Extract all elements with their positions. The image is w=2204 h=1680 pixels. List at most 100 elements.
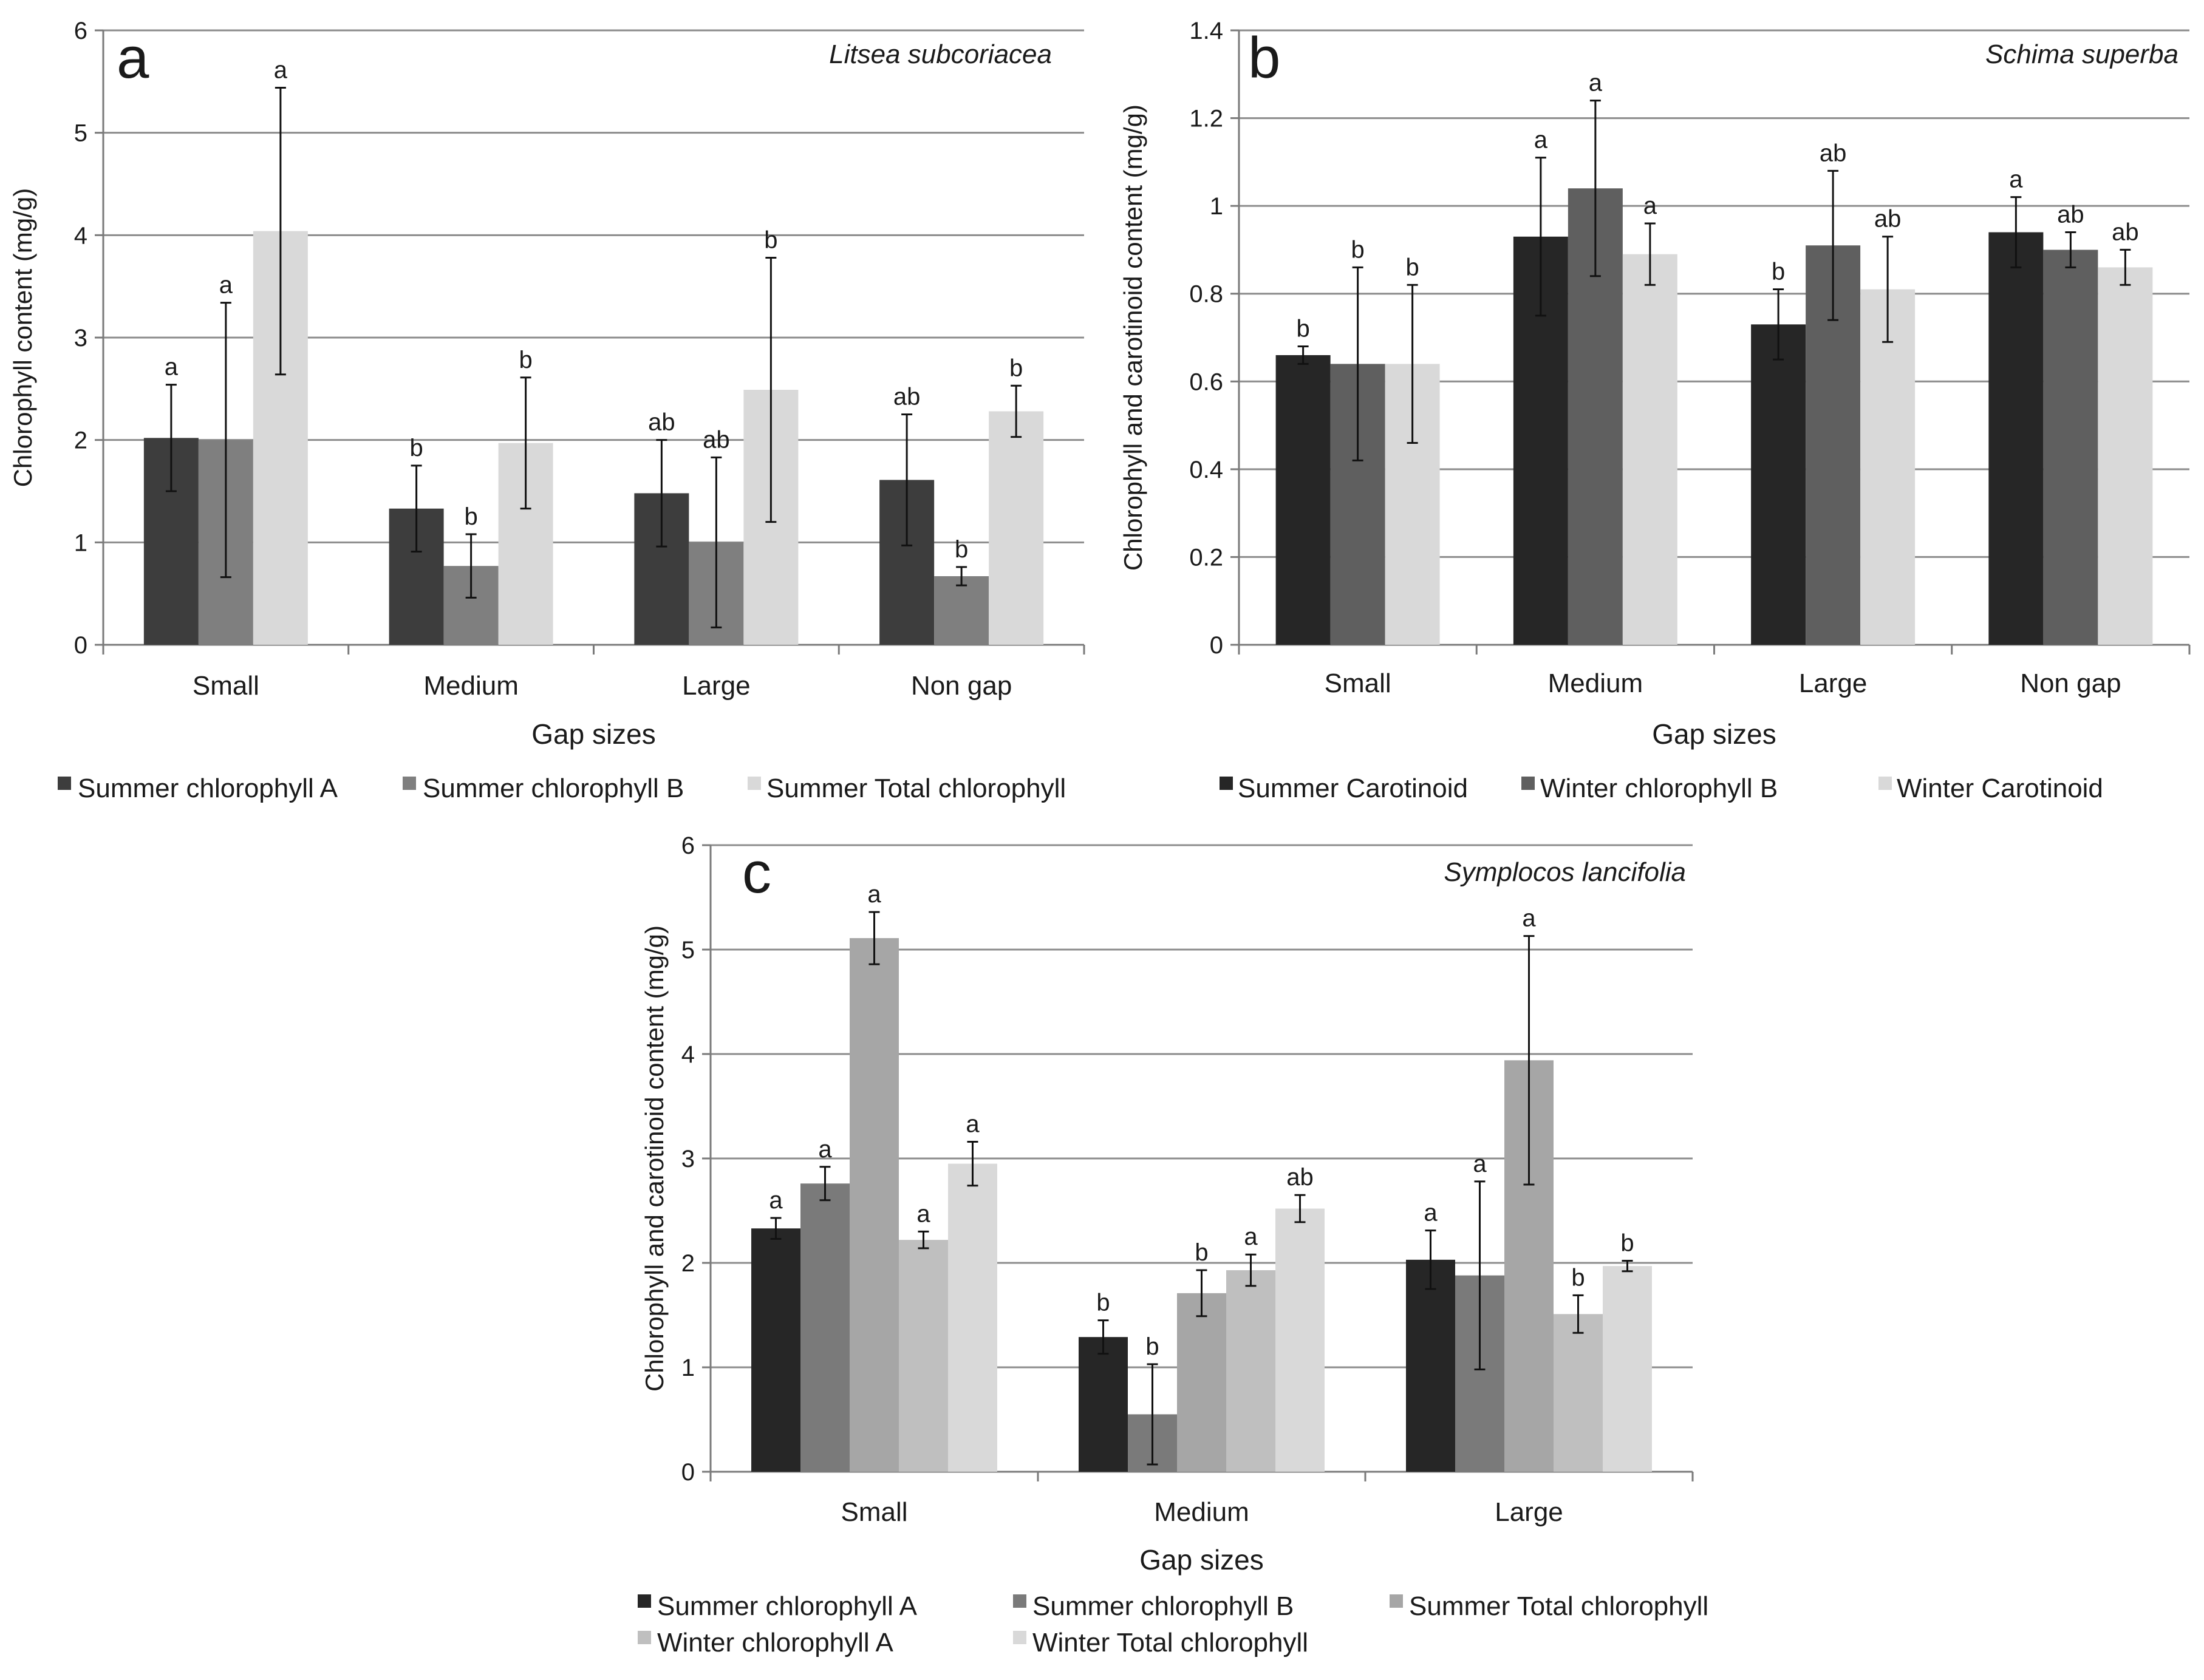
significance-letter: b (1009, 355, 1023, 381)
significance-letter: b (465, 503, 478, 530)
legend-label: Winter Carotinoid (1897, 774, 2103, 803)
y-tick-label: 0 (1210, 632, 1223, 659)
legend-label: Summer chlorophyll B (1032, 1591, 1294, 1621)
significance-letter: ab (893, 384, 921, 410)
legend-swatch (1878, 777, 1892, 790)
x-category-label: Small (1325, 668, 1391, 698)
bar (989, 411, 1044, 645)
significance-letter: ab (648, 409, 675, 436)
y-axis-title: Chlorophyll and carotinoid content (mg/g… (640, 925, 669, 1392)
significance-letter: b (764, 226, 777, 253)
significance-letter: b (1351, 236, 1365, 263)
x-category-label: Small (841, 1497, 907, 1527)
y-tick-label: 5 (681, 937, 695, 964)
legend: Summer chlorophyll A Summer chlorophyll B… (638, 1591, 1708, 1658)
significance-letter: a (916, 1200, 930, 1227)
significance-letter: ab (703, 426, 730, 453)
x-category-label: Small (193, 671, 259, 701)
bar (934, 576, 989, 645)
significance-letter: a (818, 1136, 832, 1163)
y-tick-label: 0 (681, 1459, 695, 1486)
legend: Summer Carotinoid Winter chlorophyll B Win… (1220, 774, 2103, 803)
significance-letter: b (1772, 258, 1785, 285)
significance-letter: ab (1286, 1164, 1314, 1191)
y-tick-label: 1.4 (1189, 18, 1223, 44)
significance-letter: ab (2057, 202, 2084, 228)
bar (1622, 254, 1677, 645)
legend-label: Summer Carotinoid (1238, 774, 1468, 803)
legend-swatch (1390, 1594, 1403, 1608)
y-tick-label: 4 (681, 1041, 695, 1068)
legend-label: Winter chlorophyll B (1540, 774, 1778, 803)
significance-letter: b (1297, 315, 1310, 342)
significance-letter: a (219, 272, 233, 299)
x-axis-title: Gap sizes (1139, 1544, 1264, 1576)
significance-letter: a (1643, 192, 1657, 219)
y-tick-label: 2 (681, 1250, 695, 1277)
y-tick-label: 1 (1210, 193, 1223, 220)
species-title: Schima superba (1985, 39, 2178, 69)
panel-label: a (117, 26, 149, 90)
x-category-label: Medium (1154, 1497, 1249, 1527)
legend-swatch (1013, 1594, 1026, 1608)
bar (1177, 1293, 1226, 1472)
bar (1406, 1259, 1455, 1472)
significance-letter: b (1195, 1239, 1208, 1266)
x-category-label: Medium (423, 671, 519, 701)
significance-letter: a (769, 1187, 783, 1214)
legend-swatch (58, 777, 71, 790)
species-title: Litsea subcoriacea (829, 39, 1052, 69)
bar (1988, 232, 2044, 645)
y-axis-title: Chlorophyll content (mg/g) (9, 188, 37, 488)
legend-label: Summer Total chlorophyll (766, 774, 1066, 803)
significance-letter: a (1473, 1151, 1487, 1177)
significance-letter: b (955, 536, 968, 563)
bar (899, 1240, 948, 1472)
significance-letter: b (519, 347, 533, 373)
legend-label: Winter Total chlorophyll (1032, 1628, 1308, 1658)
x-axis-title: Gap sizes (531, 718, 656, 750)
y-tick-label: 0.6 (1189, 369, 1223, 395)
bar (1226, 1270, 1275, 1472)
significance-letter: a (867, 881, 881, 908)
legend-swatch (638, 1594, 651, 1608)
significance-letter: ab (2112, 219, 2139, 245)
y-tick-label: 1 (74, 529, 87, 556)
y-tick-label: 6 (681, 832, 695, 859)
significance-letter: a (2009, 166, 2023, 193)
x-category-label: Large (1799, 668, 1868, 698)
significance-letter: b (1620, 1230, 1634, 1257)
y-tick-label: 2 (74, 427, 87, 454)
panel-label: c (742, 840, 771, 905)
significance-letter: a (1534, 127, 1548, 154)
significance-letter: ab (1820, 140, 1847, 166)
y-tick-label: 3 (681, 1146, 695, 1172)
significance-letter: b (1096, 1290, 1110, 1316)
y-tick-label: 1 (681, 1355, 695, 1381)
significance-letter: ab (1874, 206, 1902, 233)
significance-letter: a (1244, 1223, 1258, 1250)
bar (800, 1183, 850, 1472)
significance-letter: b (410, 435, 423, 461)
legend-swatch (748, 777, 761, 790)
legend-label: Summer Total chlorophyll (1409, 1591, 1708, 1621)
bar (1554, 1314, 1603, 1472)
y-axis-title: Chlorophyll and carotinoid content (mg/g… (1119, 104, 1147, 571)
bar (1751, 324, 1806, 645)
legend-swatch (403, 777, 416, 790)
y-tick-label: 1.2 (1189, 106, 1223, 132)
legend-swatch (1013, 1631, 1026, 1644)
y-tick-label: 0.2 (1189, 544, 1223, 571)
legend-swatch (638, 1631, 651, 1644)
bar (751, 1228, 800, 1472)
significance-letter: a (274, 56, 288, 83)
bar (1603, 1266, 1652, 1472)
bar (850, 938, 899, 1472)
bar (1860, 289, 1916, 645)
y-tick-label: 0.8 (1189, 281, 1223, 308)
legend-swatch (1220, 777, 1233, 790)
significance-letter: a (966, 1110, 980, 1137)
